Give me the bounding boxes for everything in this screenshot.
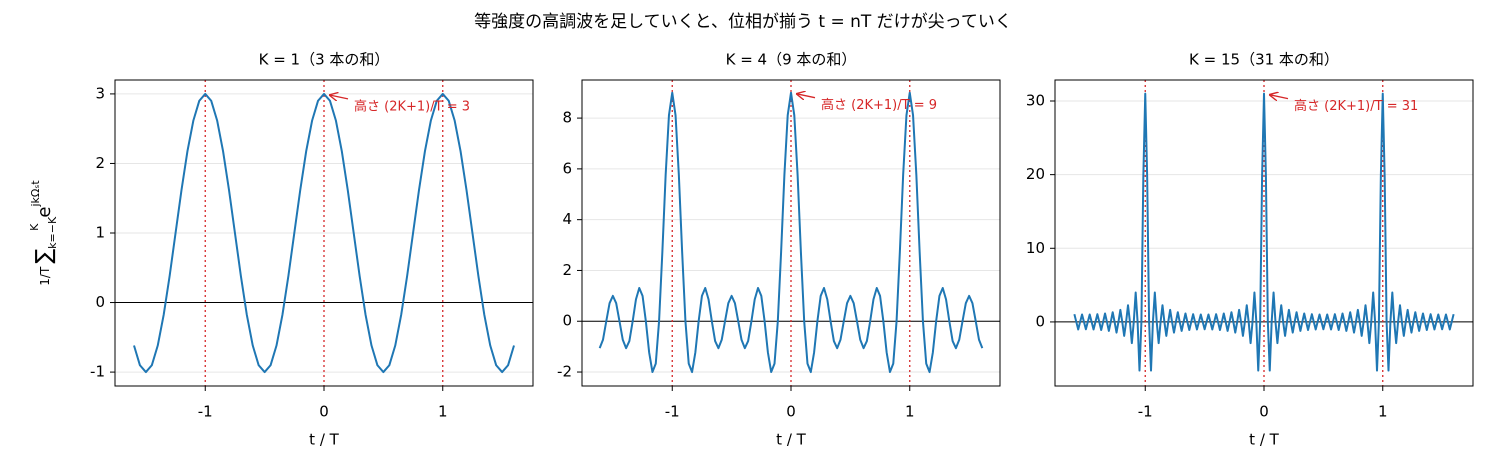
annotation-arrow [329,95,349,99]
y-tick-label: 0 [562,312,572,330]
y-tick-label: 1 [95,224,105,242]
x-tick-label: 1 [905,403,915,421]
y-tick-label: -1 [90,363,105,381]
axes-frame [581,79,1001,387]
y-tick-label: -2 [557,363,572,381]
x-tick-label: 0 [319,403,329,421]
y-tick-label: 6 [562,159,572,177]
subplot-title: K = 1（3 本の和） [259,51,390,69]
x-tick-label: 1 [1378,403,1388,421]
axes-frame [114,79,534,387]
y-tick-label: 3 [95,84,105,102]
data-line [598,91,984,374]
subplot-title: K = 15（31 本の和） [1189,51,1339,69]
x-tick-label: 0 [786,403,796,421]
y-axis-label: 1/T ∑k=−K KejkΩₛt [28,180,59,286]
x-tick-label: -1 [665,403,680,421]
y-label-frac: 1/T [38,266,52,286]
annotation-arrow [1269,95,1289,99]
subplot-title: K = 4（9 本の和） [726,51,857,69]
data-line [133,92,515,374]
y-tick-label: 2 [95,154,105,172]
x-axis-label: t / T [1249,431,1279,449]
annotation-arrow [796,94,816,98]
y-tick-label: 8 [562,109,572,127]
axes-frame [1054,79,1474,387]
x-tick-label: -1 [1138,403,1153,421]
annotation: 高さ (2K+1)/T = 31 [1294,98,1418,114]
x-axis-label: t / T [309,431,339,449]
annotation: 高さ (2K+1)/T = 9 [821,97,937,113]
x-axis-label: t / T [776,431,806,449]
y-label-text: 1/T ∑k=−K KejkΩₛt [28,180,59,286]
y-label-lower: k=−K [46,216,59,249]
figure-title: 等強度の高調波を足していくと、位相が揃う t = nT だけが尖っていく [474,12,1012,32]
y-label-upper: K [28,223,41,231]
x-tick-label: 0 [1259,403,1269,421]
y-tick-label: 2 [562,261,572,279]
y-tick-label: 20 [1026,165,1045,183]
y-tick-label: 0 [95,293,105,311]
y-tick-label: 0 [1035,312,1045,330]
y-label-term: e [34,207,55,218]
y-tick-label: 10 [1026,239,1045,257]
y-label-exp: jkΩₛt [29,180,42,208]
y-tick-label: 4 [562,210,572,228]
y-tick-label: 30 [1026,91,1045,109]
data-line [1073,92,1455,372]
annotation: 高さ (2K+1)/T = 3 [354,98,470,114]
x-tick-label: 1 [438,403,448,421]
y-label-sum: ∑ [32,249,57,264]
x-tick-label: -1 [198,403,213,421]
